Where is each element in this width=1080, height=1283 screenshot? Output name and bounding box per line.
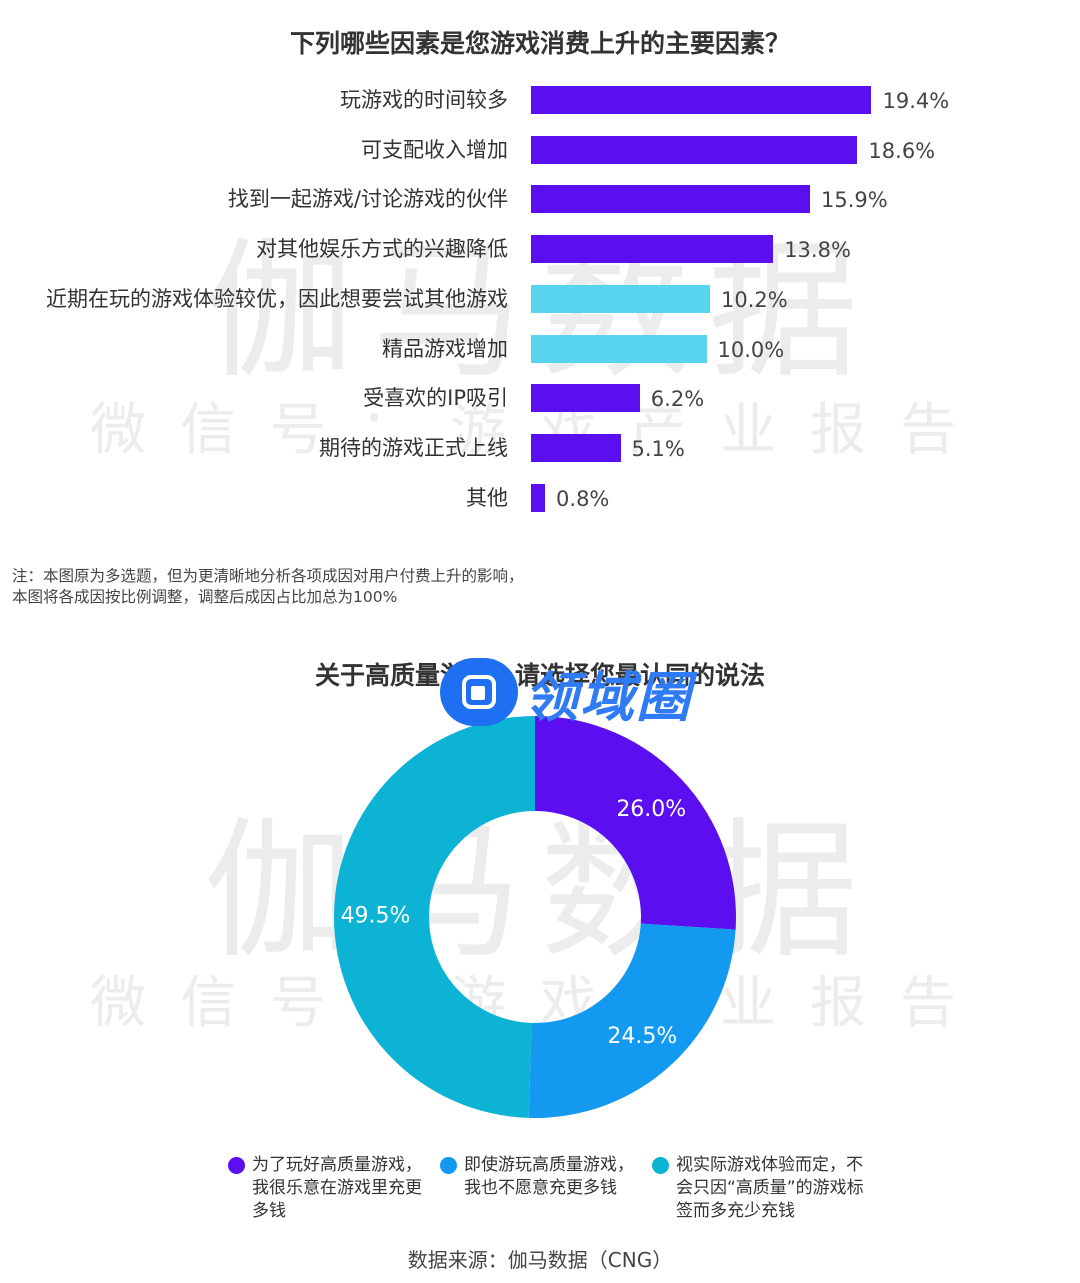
bar-category-label: 玩游戏的时间较多 — [340, 88, 508, 112]
bar-value-label: 10.2% — [721, 287, 788, 312]
chart-note: 注：本图原为多选题，但为更清晰地分析各项成因对用户付费上升的影响， 本图将各成因… — [12, 566, 524, 608]
bar — [531, 483, 546, 512]
donut-slice-label: 49.5% — [341, 903, 411, 928]
bar-value-label: 5.1% — [631, 436, 685, 461]
bar-category-label: 找到一起游戏/讨论游戏的伙伴 — [227, 187, 508, 212]
bar-row: 可支配收入增加 18.6% — [0, 135, 1080, 176]
bar-category-label: 期待的游戏正式上线 — [319, 435, 508, 460]
bar — [531, 384, 640, 413]
bar-value-label: 0.8% — [556, 486, 610, 511]
bar-category-label: 精品游戏增加 — [382, 336, 508, 361]
bar-category-label: 可支配收入增加 — [361, 137, 508, 162]
bar-row: 受喜欢的IP吸引 6.2% — [0, 384, 1080, 424]
bar-row: 近期在玩的游戏体验较优，因此想要尝试其他游戏 10.2% — [0, 284, 1080, 325]
bar-row: 其他 0.8% — [0, 483, 1080, 524]
legend-dot-blue — [440, 1157, 457, 1174]
donut-slice-label: 26.0% — [616, 797, 686, 822]
donut-chart-title: 关于高质量游戏，请选择您最认同的说法 — [314, 661, 765, 690]
legend-label: 为了玩好高质量游戏，我很乐意在游戏里充更多钱 — [252, 1155, 422, 1221]
note-line-1: 注：本图原为多选题，但为更清晰地分析各项成因对用户付费上升的影响， — [12, 567, 524, 585]
legend-dot-purple — [228, 1157, 245, 1174]
app-badge: 领域圈 — [440, 658, 692, 729]
bar-category-label: 对其他娱乐方式的兴趣降低 — [256, 237, 508, 262]
bar-chart: 玩游戏的时间较多 19.4% 可支配收入增加 18.6% 找到一起游戏/讨论游戏的伙伴 1… — [0, 70, 1080, 520]
bar-row: 对其他娱乐方式的兴趣降低 13.8% — [0, 235, 1080, 275]
donut-slice — [528, 923, 736, 1118]
bar-value-label: 6.2% — [650, 387, 705, 412]
bar-category-label: 近期在玩的游戏体验较优，因此想要尝试其他游戏 — [46, 286, 508, 311]
bar — [531, 135, 858, 164]
bar-value-label: 13.8% — [784, 238, 851, 263]
bar-category-label: 受喜欢的IP吸引 — [363, 386, 508, 411]
legend-dot-teal — [652, 1157, 669, 1174]
bar-value-label: 18.6% — [868, 138, 936, 163]
app-logo-icon — [440, 658, 518, 726]
legend-label: 即使游玩高质量游戏，我也不愿意充更多钱 — [464, 1155, 634, 1198]
bar — [531, 284, 710, 313]
legend-label: 视实际游戏体验而定，不会只因“高质量”的游戏标签而多充少充钱 — [676, 1155, 864, 1221]
bar — [531, 334, 707, 363]
bar-category-label: 其他 — [466, 485, 508, 510]
bar-value-label: 10.0% — [717, 337, 785, 362]
donut-slice — [333, 716, 535, 1118]
donut-slice-label: 24.5% — [607, 1024, 677, 1049]
bar — [531, 185, 811, 214]
app-badge-text: 领域圈 — [524, 665, 692, 729]
bar-chart-title: 下列哪些因素是您游戏消费上升的主要因素？ — [289, 29, 790, 58]
bar — [531, 235, 774, 264]
bar — [531, 433, 621, 462]
data-source: 数据来源：伽马数据（CNG） — [407, 1248, 673, 1272]
bar-row: 期待的游戏正式上线 5.1% — [0, 433, 1080, 474]
bar-value-label: 15.9% — [821, 188, 888, 213]
donut-slice — [535, 716, 737, 930]
bar-row: 玩游戏的时间较多 19.4% — [0, 86, 1080, 126]
note-line-2: 本图将各成因按比例调整，调整后成因占比加总为100% — [12, 588, 398, 606]
bar — [531, 86, 872, 114]
bar-row: 精品游戏增加 10.0% — [0, 334, 1080, 375]
bar-row: 找到一起游戏/讨论游戏的伙伴 15.9% — [0, 185, 1080, 225]
bar-value-label: 19.4% — [882, 89, 950, 113]
